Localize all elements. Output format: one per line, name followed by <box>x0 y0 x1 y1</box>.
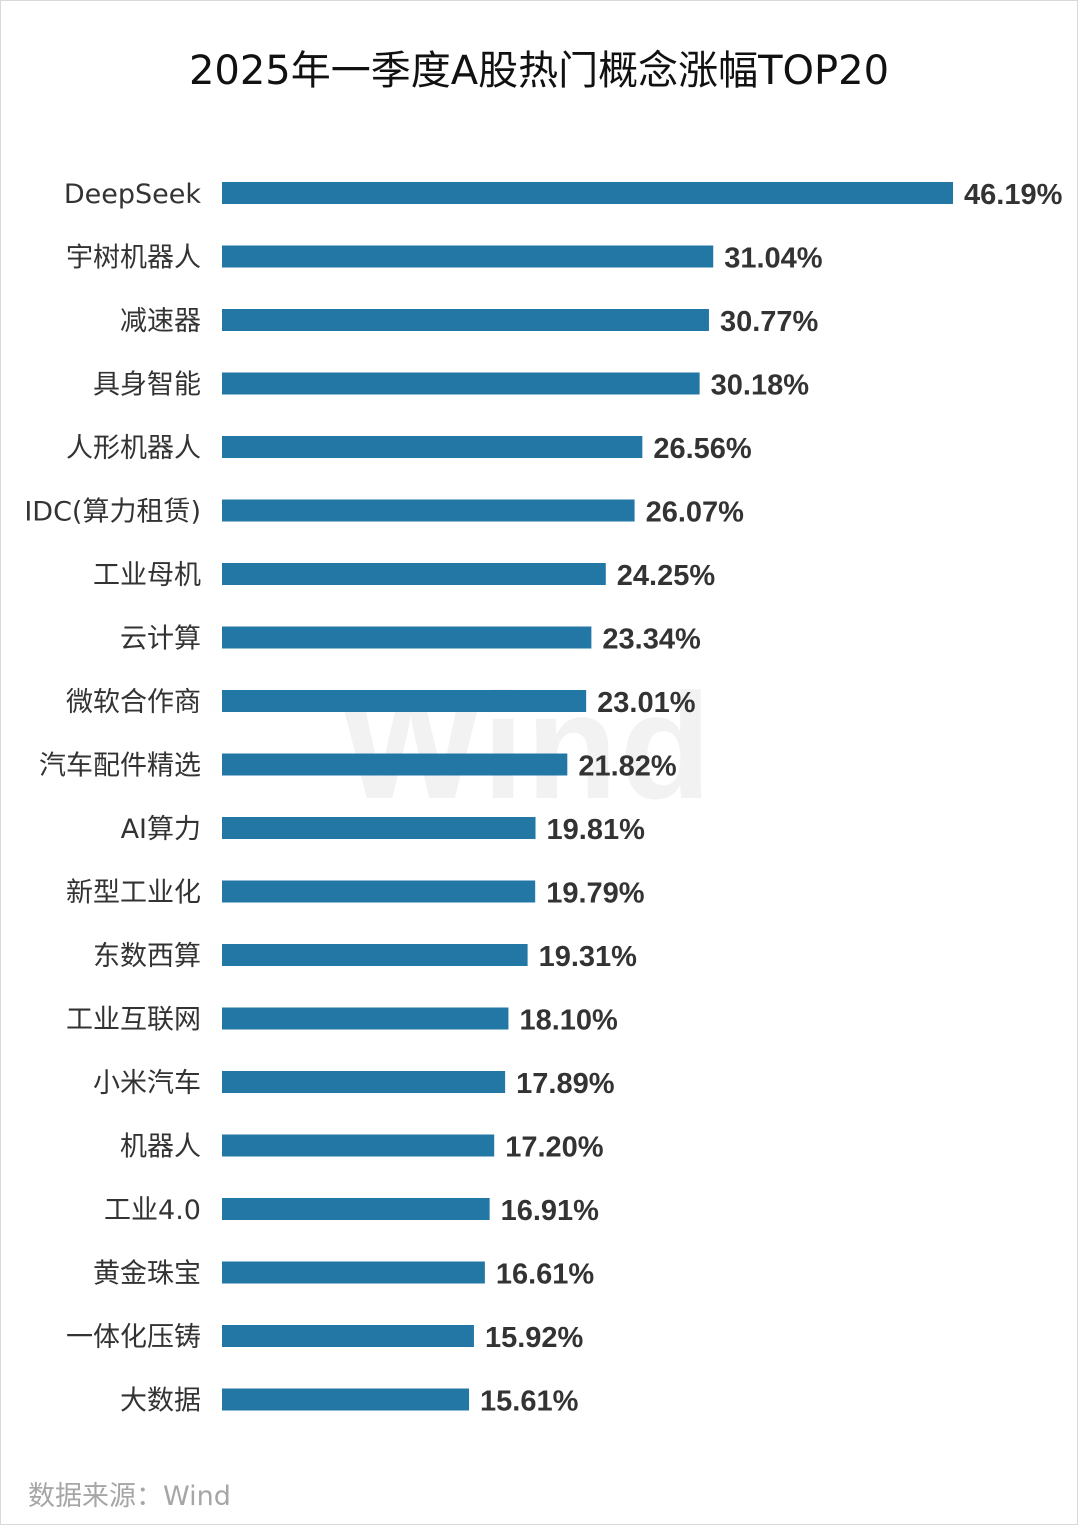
value-label: 17.20% <box>505 1132 604 1164</box>
category-label: IDC(算力租赁) <box>24 497 201 528</box>
category-label: 减速器 <box>120 306 201 337</box>
value-label: 26.07% <box>646 497 745 529</box>
bar <box>222 372 700 395</box>
value-label: 16.91% <box>501 1195 600 1227</box>
value-label: 24.25% <box>617 560 716 592</box>
bar <box>222 1134 495 1157</box>
value-label: 19.81% <box>547 814 646 846</box>
category-label: 机器人 <box>120 1132 201 1163</box>
category-label: 具身智能 <box>93 370 201 401</box>
chart-title: 2025年一季度A股热门概念涨幅TOP20 <box>188 48 890 94</box>
bar <box>222 753 568 776</box>
value-label: 30.18% <box>711 370 810 402</box>
value-label: 23.01% <box>597 687 696 719</box>
category-label: 微软合作商 <box>66 687 201 718</box>
value-label: 46.19% <box>964 179 1063 211</box>
category-label: 小米汽车 <box>93 1068 201 1099</box>
bar <box>222 245 714 268</box>
category-label: 工业互联网 <box>66 1005 201 1036</box>
value-label: 23.34% <box>602 624 701 656</box>
value-label: 15.61% <box>480 1386 579 1418</box>
value-label: 17.89% <box>516 1068 615 1100</box>
category-label: 工业4.0 <box>104 1195 201 1226</box>
category-label: 汽车配件精选 <box>39 751 201 782</box>
value-label: 26.56% <box>653 433 752 465</box>
bar <box>222 499 635 522</box>
value-label: 21.82% <box>578 751 677 783</box>
value-label: 16.61% <box>496 1259 595 1291</box>
bar <box>222 1071 506 1093</box>
category-label: 新型工业化 <box>66 878 201 909</box>
bar <box>222 1261 485 1284</box>
bar <box>222 436 643 458</box>
value-label: 19.79% <box>546 878 645 910</box>
category-label: 东数西算 <box>93 941 201 972</box>
bar <box>222 817 536 839</box>
bar <box>222 1007 509 1030</box>
bar <box>222 1388 470 1411</box>
category-label: 大数据 <box>120 1386 201 1417</box>
value-label: 19.31% <box>539 941 638 973</box>
value-label: 18.10% <box>519 1005 618 1037</box>
bar <box>222 563 606 585</box>
bar <box>222 1198 490 1220</box>
category-label: 云计算 <box>120 624 201 655</box>
bar <box>222 309 709 331</box>
bar <box>222 626 592 649</box>
value-label: 30.77% <box>720 306 819 338</box>
bar <box>222 690 587 712</box>
category-label: 一体化压铸 <box>66 1322 201 1353</box>
category-label: 宇树机器人 <box>66 243 201 274</box>
value-label: 31.04% <box>724 243 823 275</box>
bar <box>222 1325 474 1347</box>
bar <box>222 880 536 903</box>
category-label: 黄金珠宝 <box>93 1259 201 1290</box>
value-label: 15.92% <box>485 1322 584 1354</box>
category-label: 人形机器人 <box>66 433 201 464</box>
bar <box>222 944 528 966</box>
category-label: DeepSeek <box>64 179 202 210</box>
category-label: AI算力 <box>121 814 201 845</box>
data-source-note: 数据来源：Wind <box>28 1481 231 1512</box>
category-label: 工业母机 <box>93 560 201 591</box>
bar <box>222 182 953 204</box>
